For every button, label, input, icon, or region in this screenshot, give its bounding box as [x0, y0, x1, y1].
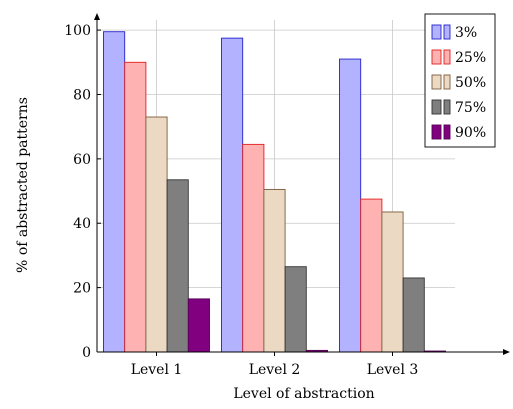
bar — [145, 116, 168, 353]
legend: 3% 25% 50% 75% 90% — [424, 13, 496, 148]
legend-label: 90% — [455, 125, 486, 141]
x-axis-arrow — [503, 349, 510, 355]
legend-label: 3% — [455, 25, 477, 41]
bar — [360, 198, 383, 353]
legend-swatch — [443, 99, 451, 115]
legend-swatch — [431, 124, 442, 140]
legend-swatch — [443, 124, 451, 140]
legend-swatch — [443, 24, 451, 40]
legend-swatch — [443, 49, 451, 65]
legend-swatch — [443, 74, 451, 90]
legend-swatch — [431, 99, 442, 115]
bar — [339, 58, 362, 353]
y-tick-label: 60 — [73, 152, 91, 168]
y-axis-arrow — [94, 13, 100, 20]
x-tick-label: Level 1 — [131, 362, 183, 378]
y-tick-label: 0 — [82, 345, 91, 361]
legend-label: 25% — [455, 50, 486, 66]
y-tick-label: 100 — [64, 23, 91, 39]
ticks: 0 20 40 60 80 100 Level 1 Level 2 Level 3 — [64, 23, 418, 378]
legend-swatch — [431, 49, 442, 65]
bar — [103, 31, 126, 353]
bar — [221, 37, 244, 353]
bar — [284, 266, 307, 353]
legend-label: 50% — [455, 75, 486, 91]
x-tick-label: Level 2 — [249, 362, 301, 378]
legend-label: 75% — [455, 100, 486, 116]
axes — [94, 13, 510, 355]
bar — [263, 188, 286, 353]
bar — [402, 277, 425, 353]
bars — [103, 31, 446, 353]
bar — [381, 211, 404, 353]
bar — [166, 179, 189, 353]
x-axis-label: Level of abstraction — [233, 386, 374, 402]
y-tick-label: 40 — [73, 216, 91, 232]
bar — [124, 61, 147, 353]
bar — [187, 298, 210, 353]
y-tick-label: 80 — [73, 87, 91, 103]
y-tick-label: 20 — [73, 281, 91, 297]
x-tick-label: Level 3 — [367, 362, 419, 378]
legend-swatch — [431, 74, 442, 90]
bar — [242, 143, 265, 353]
y-axis-label: % of abstracted patterns — [15, 97, 31, 273]
legend-swatch — [431, 24, 442, 40]
